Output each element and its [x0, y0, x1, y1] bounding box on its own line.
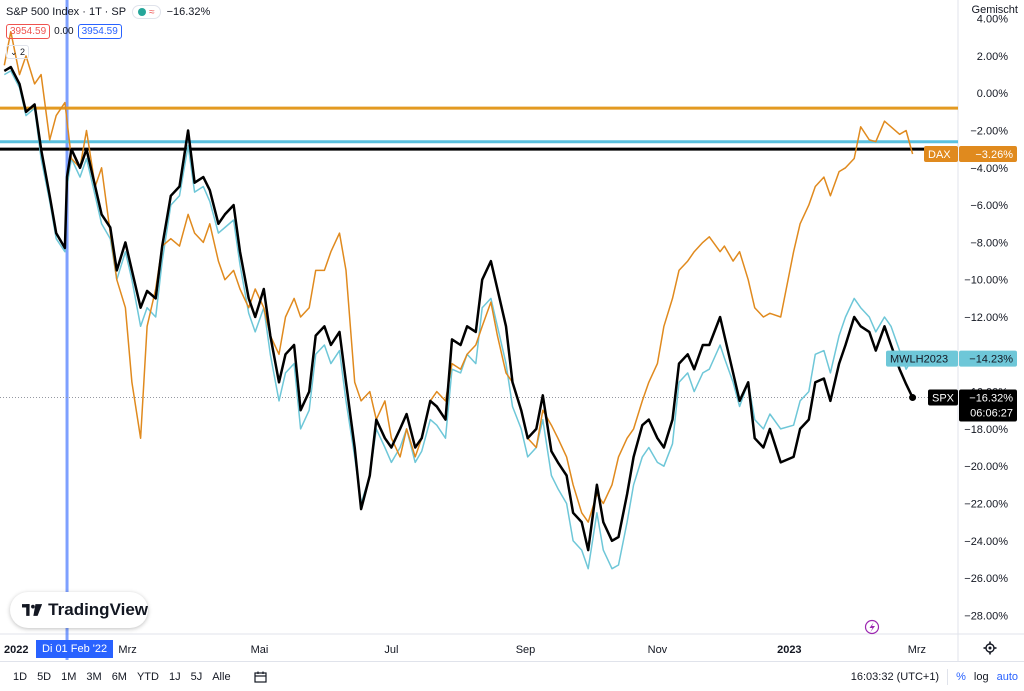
y-tick-label: −8.00% — [970, 237, 1008, 249]
y-tick-label: 4.00% — [977, 14, 1008, 26]
series-tag-text-dax: DAX — [928, 149, 951, 161]
auto-toggle[interactable]: auto — [996, 670, 1018, 683]
range-button-5j[interactable]: 5J — [190, 670, 203, 683]
symbol-title[interactable]: S&P 500 Index · 1T · SP — [6, 6, 127, 18]
series-line-mwlh2023[interactable] — [3, 70, 914, 570]
y-tick-label: 0.00% — [977, 88, 1008, 100]
bottom-toolbar: 1D 5D 1M 3M 6M YTD 1J 5J Alle 16:03:32 (UTC+1) %… — [0, 661, 1024, 691]
scale-mode-label[interactable]: Gemischt — [971, 4, 1018, 16]
y-tick-label: −4.00% — [970, 163, 1008, 175]
clock-time[interactable]: 16:03:32 (UTC+1) — [850, 670, 940, 683]
range-button-1d[interactable]: 1D — [13, 670, 28, 683]
x-tick-label: Mrz — [118, 644, 136, 656]
y-tick-label: −20.00% — [964, 461, 1008, 473]
range-button-1j[interactable]: 1J — [168, 670, 181, 683]
tradingview-logo[interactable]: TradingView — [10, 592, 148, 628]
series-tag-text-mwlh2023: MWLH2023 — [890, 354, 948, 366]
price-label-dax — [959, 146, 1017, 163]
y-tick-label: −12.00% — [964, 312, 1008, 324]
date-range-icon[interactable] — [253, 671, 268, 683]
y-tick-label: −2.00% — [970, 126, 1008, 138]
range-buttons: 1D 5D 1M 3M 6M YTD 1J 5J Alle — [0, 671, 236, 683]
series-tag-dax[interactable] — [924, 146, 958, 163]
toolbar-divider — [947, 668, 949, 685]
range-button-1m[interactable]: 1M — [61, 670, 77, 683]
range-button-alle[interactable]: Alle — [212, 670, 231, 683]
lightning-icon — [869, 622, 875, 632]
price-label-text-mwlh2023: −14.23% — [969, 354, 1013, 366]
spread-value: 0.00 — [54, 26, 74, 37]
change-percent: −16.32% — [166, 6, 211, 18]
range-button-5d[interactable]: 5D — [37, 670, 52, 683]
y-tick-label: −10.00% — [964, 275, 1008, 287]
spx-last-point — [909, 394, 917, 402]
price-label-countdown: 06:06:27 — [970, 408, 1013, 420]
approx-icon: ≈ — [149, 6, 155, 18]
x-tick-label: Mai — [251, 644, 269, 656]
price-label-text-dax: −3.26% — [975, 149, 1013, 161]
symbol-header: S&P 500 Index · 1T · SP ≈ −16.32% — [6, 5, 210, 19]
series-line-spx[interactable] — [3, 65, 914, 552]
y-tick-label: 2.00% — [977, 51, 1008, 63]
y-tick-label: −22.00% — [964, 498, 1008, 510]
range-button-ytd[interactable]: YTD — [136, 670, 159, 683]
bid-value[interactable]: 3954.59 — [6, 24, 51, 39]
y-tick-label: −18.00% — [964, 424, 1008, 436]
x-tick-label: Jul — [384, 644, 398, 656]
logo-text: TradingView — [48, 600, 148, 619]
series-tag-mwlh2023[interactable] — [886, 350, 958, 367]
ask-value[interactable]: 3954.59 — [77, 24, 122, 39]
percent-toggle[interactable]: % — [956, 670, 966, 683]
y-tick-label: −26.00% — [964, 573, 1008, 585]
market-open-icon — [138, 8, 147, 16]
crosshair-date-label: Di 01 Feb '22 — [36, 640, 114, 658]
y-tick-label: −28.00% — [964, 610, 1008, 622]
market-status-pill[interactable]: ≈ — [132, 5, 161, 19]
series-tag-text-spx: SPX — [932, 393, 955, 405]
y-tick-label: −24.00% — [964, 536, 1008, 548]
x-tick-label: Nov — [648, 644, 668, 656]
indicators-collapse-button[interactable]: ⌄ 2 — [6, 45, 30, 59]
series-tag-spx[interactable] — [928, 389, 958, 406]
price-values: 3954.59 0.00 3954.59 — [6, 24, 122, 39]
price-label-mwlh2023 — [959, 350, 1017, 367]
settings-gear-icon[interactable] — [983, 641, 997, 655]
series-line-dax[interactable] — [3, 30, 914, 523]
chart-canvas[interactable]: 4.00% 2.00% 0.00% −2.00% −4.00% −6.00% −8.00% −… — [0, 0, 1024, 661]
x-tick-label: 2023 — [777, 644, 801, 656]
range-button-3m[interactable]: 3M — [86, 670, 102, 683]
range-button-6m[interactable]: 6M — [111, 670, 127, 683]
tradingview-logo-icon — [22, 604, 43, 616]
bottom-right-controls: 16:03:32 (UTC+1) % log auto — [851, 662, 1018, 691]
x-tick-label: 2022 — [4, 644, 28, 656]
price-label-spx — [959, 389, 1017, 422]
x-tick-label: Sep — [516, 644, 536, 656]
log-toggle[interactable]: log — [973, 670, 989, 683]
y-tick-label: −6.00% — [970, 200, 1008, 212]
x-tick-label: Mrz — [908, 644, 926, 656]
price-label-text-spx: −16.32% — [969, 393, 1013, 405]
